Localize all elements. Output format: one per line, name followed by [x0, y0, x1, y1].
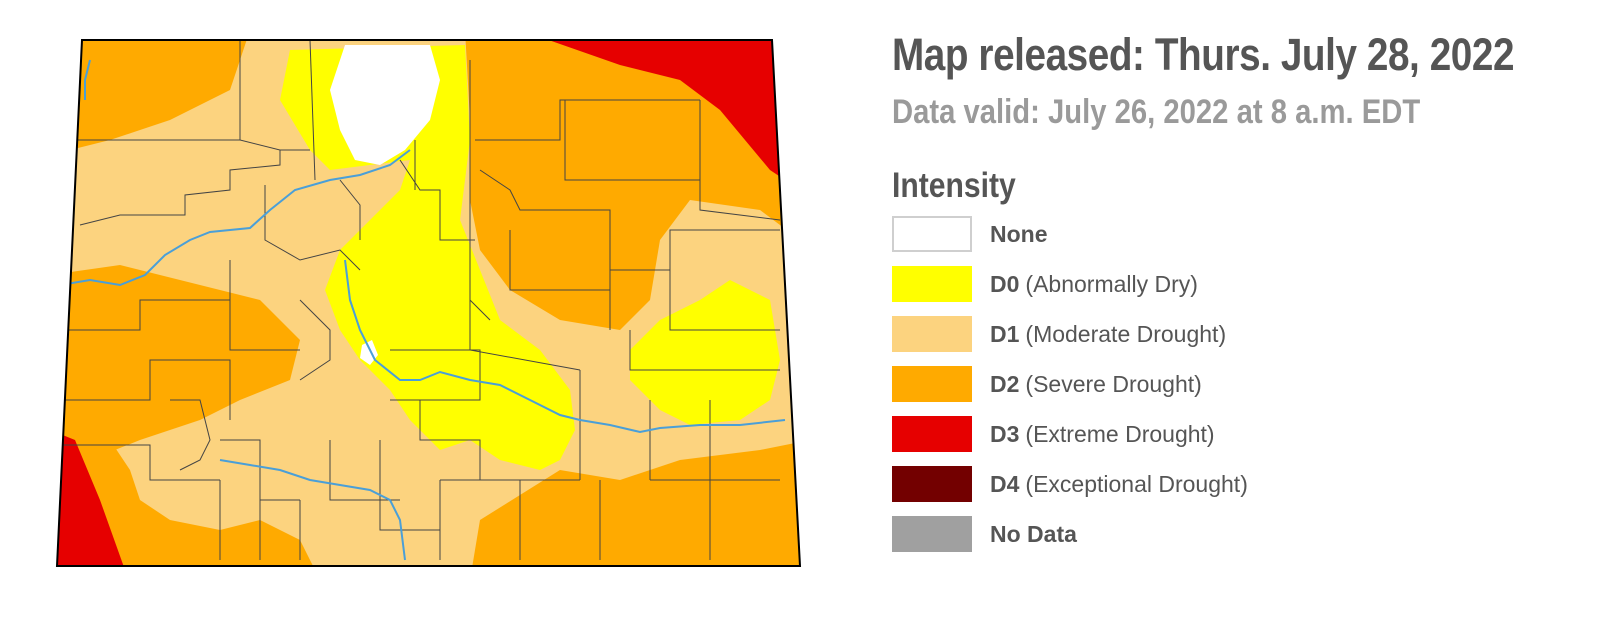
legend-item: D4 (Exceptional Drought): [892, 464, 1592, 504]
legend-code: No Data: [990, 520, 1077, 547]
legend-code: D0: [990, 270, 1020, 297]
legend-description: (Abnormally Dry): [1025, 270, 1198, 297]
rivers: [59, 59, 786, 561]
d3-area-southwest: [57, 430, 125, 566]
d2-area-west: [57, 265, 300, 460]
map-release-date: Map released: Thurs. July 28, 2022: [892, 29, 1515, 80]
d2-area-northwest: [60, 40, 250, 150]
legend-description: (Exceptional Drought): [1025, 470, 1248, 497]
d0-area-east: [630, 280, 780, 425]
legend-swatch: [892, 316, 972, 352]
legend-item: None: [892, 214, 1592, 254]
legend-code: D1: [990, 320, 1020, 347]
colorado-drought-map: [55, 39, 802, 567]
legend-code: D2: [990, 370, 1020, 397]
legend-swatch: [892, 216, 972, 252]
legend-code: D4: [990, 470, 1020, 497]
legend-code: D3: [990, 420, 1020, 447]
d2-area-south: [470, 440, 800, 566]
none-area-north: [330, 45, 440, 165]
legend-description: (Extreme Drought): [1025, 420, 1215, 447]
legend-swatch: [892, 466, 972, 502]
legend-swatch: [892, 366, 972, 402]
legend-swatch: [892, 266, 972, 302]
d3-area-northeast: [520, 40, 800, 190]
legend-item: D2 (Severe Drought): [892, 364, 1592, 404]
legend-swatch: [892, 516, 972, 552]
legend-item: D0 (Abnormally Dry): [892, 264, 1592, 304]
legend-description: (Moderate Drought): [1025, 320, 1227, 347]
data-valid-date: Data valid: July 26, 2022 at 8 a.m. EDT: [892, 93, 1421, 131]
d2-area-southwest: [57, 440, 320, 566]
legend-code: None: [990, 220, 1048, 247]
county-lines: [60, 40, 781, 560]
legend-swatch: [892, 416, 972, 452]
legend-description: (Severe Drought): [1025, 370, 1202, 397]
legend-item: No Data: [892, 514, 1592, 554]
legend-list: None D0 (Abnormally Dry) D1 (Moderate Drough…: [892, 214, 1592, 554]
drought-areas: [57, 40, 800, 566]
legend-item: D3 (Extreme Drought): [892, 414, 1592, 454]
state-border: [55, 39, 802, 567]
legend-title: Intensity: [892, 166, 1016, 205]
legend-panel: Map released: Thurs. July 28, 2022 Data …: [892, 28, 1592, 564]
legend-item: D1 (Moderate Drought): [892, 314, 1592, 354]
